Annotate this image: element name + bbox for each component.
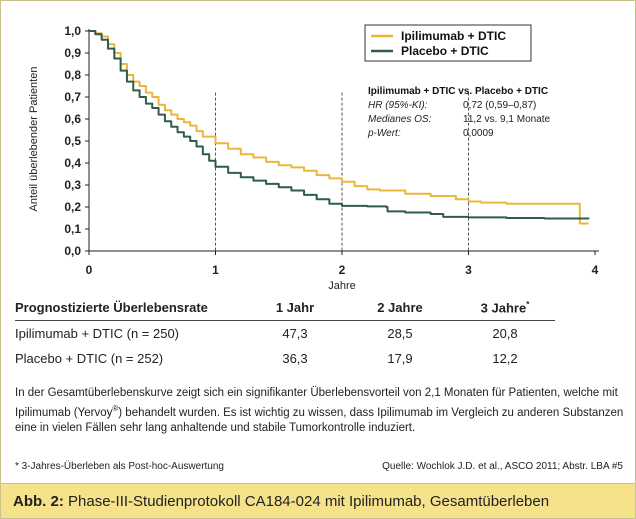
footnote-marker: * [526,299,530,309]
table-header-label: Prognostizierte Überlebensrate [15,300,208,315]
legend-box [364,24,532,62]
x-tick-label: 0 [86,263,93,277]
x-tick-label: 2 [339,263,346,277]
x-tick-label: 3 [465,263,472,277]
y-tick-label: 0,4 [64,156,81,170]
tick-labels: 0,0 0,1 0,2 0,3 0,4 0,5 0,6 0,7 0,8 0,9 1,0 0 1 2 3 4 [64,24,598,277]
y-tick-label: 0,8 [64,68,81,82]
y-tick-label: 0,1 [64,222,81,236]
table-row: Placebo + DTIC (n = 252) 36,3 17,9 12,2 [15,346,555,371]
caption-prefix: Abb. 2: [13,493,64,510]
statistics-box: Ipilimumab + DTIC vs. Placebo + DTIC HR … [367,86,551,139]
table-header-2-years: 2 Jahre [377,300,423,315]
description-part-1: In der Gesamtüberlebenskurve zeigt sich … [15,387,618,419]
table-header-row: Prognostizierte Überlebensrate 1 Jahr 2 … [15,295,555,321]
row-label-placebo: Placebo + DTIC (n = 252) [15,351,164,366]
stats-label-median-os: Medianes OS: [368,114,432,125]
y-tick-label: 0,7 [64,90,81,104]
legend-label-ipilimumab: Ipilimumab + DTIC [401,29,506,43]
figure-caption: Abb. 2: Phase-III-Studienprotokoll CA184… [1,483,635,518]
y-tick-label: 1,0 [64,24,81,38]
stats-value-hr: 0,72 (0,59–0,87) [463,100,536,111]
table-header-1-year: 1 Jahr [275,300,315,315]
stats-value-p-value: 0,0009 [463,128,494,139]
curve-placebo [89,30,590,220]
cell-placebo-2-years: 17,9 [387,351,413,366]
curve-ipilimumab [89,30,589,225]
stats-label-p-value: p-Wert: [367,128,401,139]
caption-text: Phase-III-Studienprotokoll CA184-024 mit… [63,493,550,510]
y-tick-label: 0,6 [64,112,81,126]
table-row: Ipilimumab + DTIC (n = 250) 47,3 28,5 20… [15,321,555,347]
y-tick-label: 0,0 [64,244,81,258]
cell-placebo-3-years: 12,2 [492,351,518,366]
stats-value-median-os: 11,2 vs. 9,1 Monate [463,114,551,125]
x-tick-label: 4 [592,263,599,277]
legend-label-placebo: Placebo + DTIC [401,44,489,58]
legend: Ipilimumab + DTIC Placebo + DTIC [364,24,532,62]
y-tick-label: 0,2 [64,200,81,214]
cell-placebo-1-year: 36,3 [282,351,308,366]
reference-lines [215,92,469,251]
y-tick-label: 0,9 [64,46,81,60]
cell-ipilimumab-3-years: 20,8 [492,326,518,341]
description-text: In der Gesamtüberlebenskurve zeigt sich … [15,386,625,436]
table-header-3-years-label: 3 Jahre [480,300,527,316]
description-part-2: ) behandelt wurden. Es ist wichtig zu wi… [15,406,624,434]
registered-mark: ® [112,404,119,413]
y-tick-label: 0,5 [64,134,81,148]
cell-ipilimumab-1-year: 47,3 [282,326,308,341]
survival-curves [89,30,590,225]
cell-ipilimumab-2-years: 28,5 [387,326,413,341]
survival-rate-table: Prognostizierte Überlebensrate 1 Jahr 2 … [15,295,555,371]
footnote: * 3-Jahres-Überleben als Post-hoc-Auswer… [15,461,224,472]
source-citation: Quelle: Wochlok J.D. et al., ASCO 2011; … [382,461,623,472]
stats-title: Ipilimumab + DTIC vs. Placebo + DTIC [368,86,548,97]
chart-axes [85,29,599,255]
x-axis-label: Jahre [328,280,356,291]
survival-chart: 0,0 0,1 0,2 0,3 0,4 0,5 0,6 0,7 0,8 0,9 1,0 0 1 2 3 4 A… [28,24,599,291]
y-tick-label: 0,3 [64,178,81,192]
stats-label-hr: HR (95%-KI): [368,100,428,111]
table-header-3-years: 3 Jahre* [455,295,555,321]
x-tick-label: 1 [212,263,219,277]
row-label-ipilimumab: Ipilimumab + DTIC (n = 250) [15,326,180,341]
y-axis-label: Anteil überlebender Patienten [28,67,40,212]
